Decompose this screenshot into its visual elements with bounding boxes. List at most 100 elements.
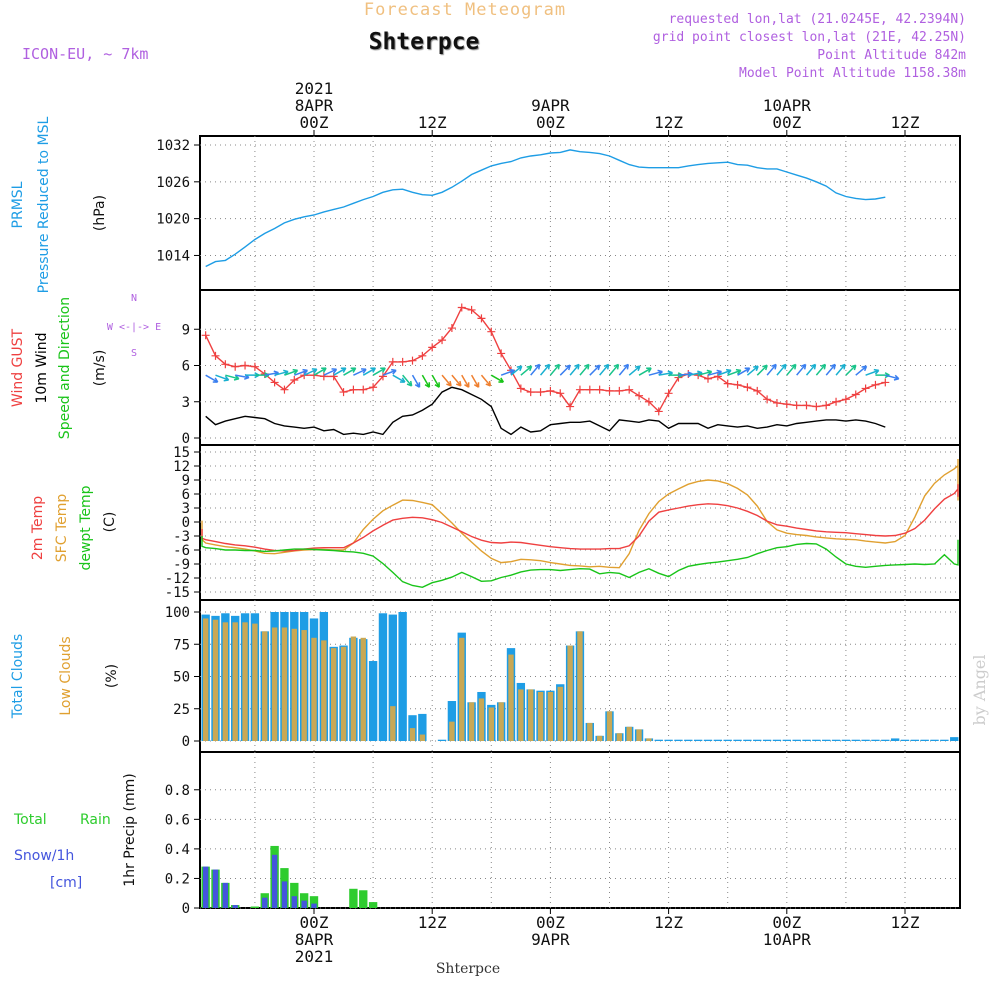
low-cloud-bar: [419, 734, 426, 741]
gust-marker: [300, 371, 309, 380]
low-cloud-bar: [311, 637, 317, 741]
low-cloud-bar: [557, 686, 563, 741]
wind-arrow: [549, 363, 561, 376]
gust-label: Wind GUST: [10, 328, 26, 407]
wind-arrow: [608, 363, 620, 376]
gust-marker: [201, 331, 210, 340]
gust-marker: [723, 379, 732, 388]
gust-marker: [231, 362, 240, 371]
gust-marker: [713, 372, 722, 381]
total-cloud-bar: [890, 738, 900, 741]
y-tick-label: 9: [182, 322, 190, 338]
wind-labels: Wind GUST 10m Wind Speed and Direction (…: [10, 293, 161, 439]
y-tick-label: 50: [173, 670, 190, 686]
gust-marker: [467, 305, 476, 314]
gust-marker: [526, 388, 535, 397]
low-cloud-bar: [232, 622, 238, 741]
gust-marker: [556, 389, 565, 398]
wind-arrow: [756, 364, 768, 376]
y-tick-label: 6: [182, 487, 190, 503]
low-cloud-bar: [528, 689, 534, 741]
gust-marker: [625, 385, 634, 394]
snow-bar: [202, 866, 209, 908]
wind-arrow: [618, 363, 630, 376]
y-tick-label: 6: [182, 359, 190, 375]
gust-marker: [319, 372, 328, 381]
total-cloud-bar: [418, 713, 427, 741]
gust-marker: [418, 351, 427, 360]
speed-dir-label: Speed and Direction: [57, 297, 73, 439]
wind-arrow: [470, 374, 480, 388]
gridpoint-coords: grid point closest lon,lat (21E, 42.25N): [653, 30, 966, 45]
low-cloud-bar: [577, 631, 583, 741]
gust-marker: [615, 386, 624, 395]
wind-arrow: [717, 368, 732, 376]
total-cloud-bar: [388, 614, 397, 741]
low-cloud-bar: [449, 721, 455, 741]
wind-arrow: [628, 365, 641, 376]
y-tick-label: -15: [165, 585, 190, 601]
gust-marker: [763, 395, 772, 404]
model-altitude: Model Point Altitude 1158.38m: [739, 66, 966, 81]
total-cloud-bar: [762, 739, 772, 741]
low-cloud-bar: [636, 729, 642, 741]
point-altitude: Point Altitude 842m: [817, 48, 966, 63]
total-cloud-bar: [930, 739, 939, 741]
snow-bar: [222, 882, 229, 908]
low-cloud-bar: [409, 728, 416, 741]
wind-arrow: [746, 365, 759, 376]
time-label-top: 00Z: [300, 113, 329, 132]
gust-marker: [388, 357, 397, 366]
time-label-bottom: 8APR: [295, 930, 334, 949]
wind-arrow: [392, 374, 406, 383]
y-tick-label: 1020: [156, 212, 190, 228]
y-tick-label: 0: [182, 901, 190, 917]
gust-marker: [654, 407, 663, 416]
low-cloud-bar: [459, 637, 465, 741]
low-cloud-bar: [547, 691, 554, 741]
dewpt-line: [201, 536, 959, 589]
model-name: ICON-EU, ~ 7km: [22, 45, 148, 63]
y-tick-label: 3: [182, 501, 190, 517]
low-cloud-bar: [587, 722, 593, 741]
gust-marker: [438, 336, 447, 345]
gust-marker: [447, 324, 456, 333]
y-tick-label: 100: [165, 605, 190, 621]
total-cloud-bar: [654, 739, 663, 741]
low-cloud-bar: [222, 622, 229, 741]
total-cloud-bar: [674, 739, 683, 741]
gust-marker: [881, 378, 890, 387]
wind-arrow: [333, 367, 347, 376]
y-tick-label: -3: [173, 529, 190, 545]
location-title: Shterpce: [369, 29, 480, 55]
temp-unit: (C): [102, 512, 118, 533]
gust-marker: [743, 383, 752, 392]
sfc-temp-label: SFC Temp: [54, 494, 70, 563]
low-cloud-bar: [606, 711, 613, 741]
gust-marker: [575, 385, 584, 394]
wind-arrow: [313, 367, 327, 376]
wind-arrow: [520, 365, 533, 376]
time-label-top: 00Z: [536, 113, 565, 132]
low-cloud-bar: [537, 691, 544, 741]
total-cloud-bar: [703, 739, 713, 741]
low-cloud-bar: [498, 702, 504, 741]
wind-arrow: [589, 364, 601, 376]
wind-arrow: [294, 368, 309, 376]
total-cloud-bar: [871, 739, 880, 741]
wind-arrow: [638, 367, 652, 376]
time-label-bottom: 12Z: [654, 913, 683, 932]
low-cloud-bar: [488, 707, 494, 741]
gust-marker: [369, 383, 378, 392]
gust-marker: [595, 385, 604, 394]
wind-arrow: [421, 374, 431, 388]
total-cloud-bar: [881, 739, 890, 741]
wind-arrow: [835, 363, 846, 376]
grid-lines: [200, 136, 960, 909]
snow-label: Snow/1h: [14, 848, 74, 864]
total-cloud-bar: [713, 739, 723, 741]
footer-location: Shterpce: [436, 961, 500, 977]
total-clouds-label: Total Clouds: [10, 634, 26, 719]
total-cloud-bar: [812, 739, 821, 741]
